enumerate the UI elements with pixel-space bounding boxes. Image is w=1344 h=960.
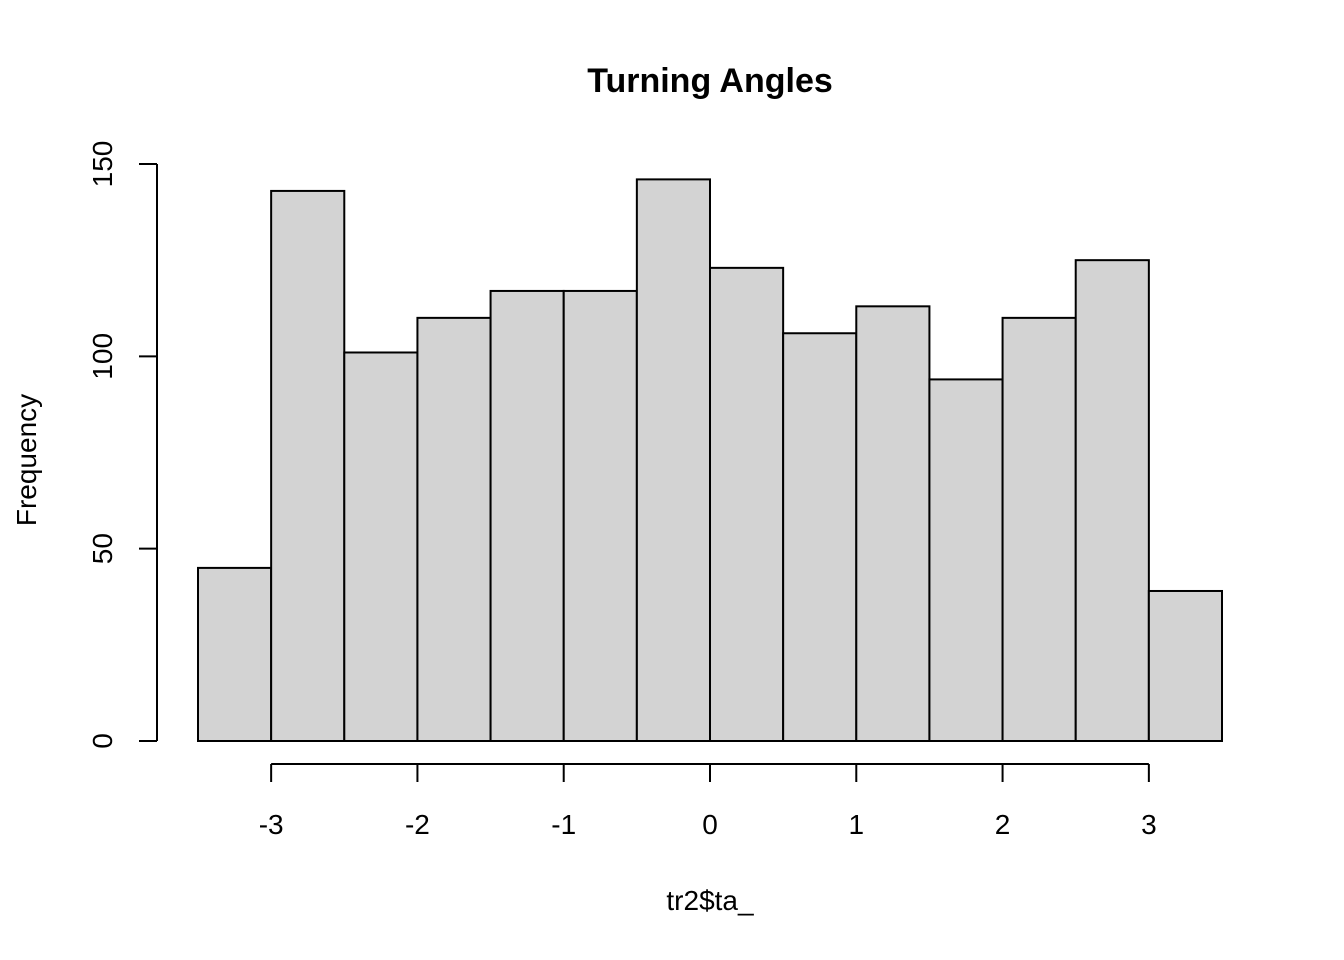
x-tick-label: 2 [995,809,1011,840]
x-tick-label: 1 [848,809,864,840]
histogram-bar [270,189,346,742]
histogram-bar [1074,259,1150,742]
y-axis: 0 50 100 150 [87,141,158,749]
histogram-bar [635,178,711,743]
histogram-bar [197,566,273,743]
histogram-bar [1001,316,1077,742]
histogram-bar [1147,589,1224,742]
bars-group [197,178,1224,743]
histogram-bar [928,378,1004,742]
x-ticks: -3 -2 -1 0 1 2 3 [259,764,1157,840]
x-tick-label: -1 [551,809,576,840]
y-tick-label: 0 [87,733,118,749]
y-tick-label: 50 [87,533,118,564]
y-ticks: 0 50 100 150 [87,141,157,749]
x-tick-label: -3 [259,809,284,840]
x-tick-label: -2 [405,809,430,840]
histogram-bar [416,316,492,742]
histogram-bar [562,289,638,742]
x-axis: -3 -2 -1 0 1 2 3 [259,763,1157,840]
x-axis-label: tr2$ta_ [666,885,754,916]
y-tick-label: 100 [87,333,118,380]
x-tick-label: 0 [702,809,718,840]
x-tick-label: 3 [1141,809,1157,840]
chart-title: Turning Angles [587,62,833,100]
histogram-bar [709,266,785,742]
histogram-bar [489,289,565,742]
y-tick-label: 150 [87,141,118,188]
histogram-bar [343,351,419,742]
y-axis-label: Frequency [11,394,42,526]
histogram-bar [782,332,858,742]
histogram-bar [855,305,931,742]
